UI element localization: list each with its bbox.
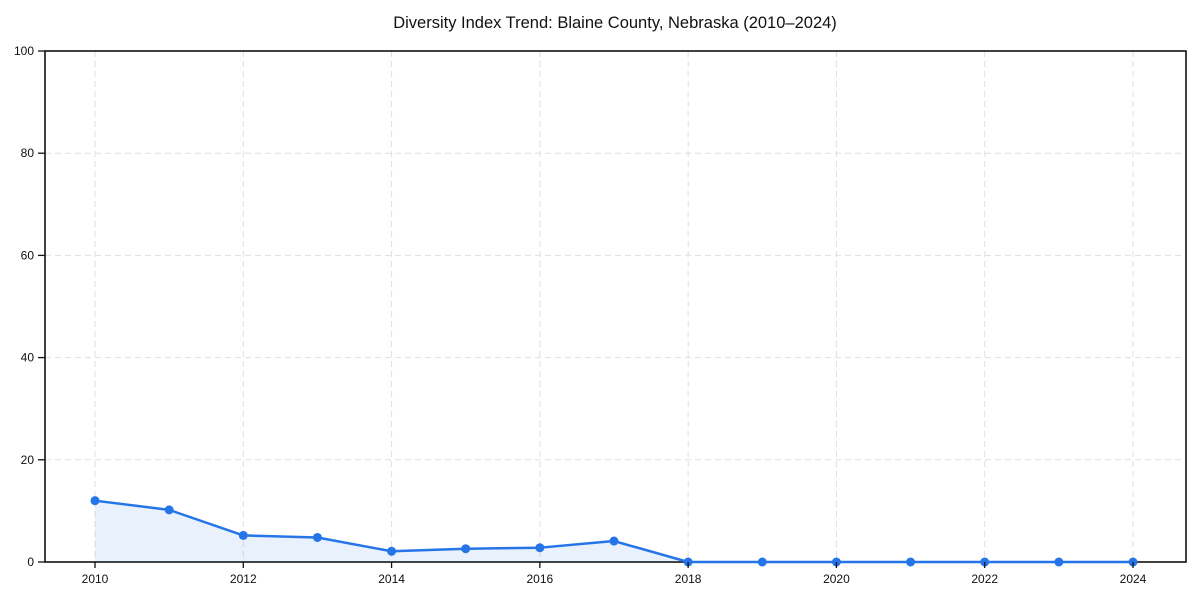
data-point-marker: [1054, 557, 1064, 567]
plot-frame: [44, 50, 1187, 563]
data-point-marker: [757, 557, 767, 567]
data-point-marker: [609, 536, 619, 546]
x-axis-tick-label: 2022: [971, 572, 998, 586]
y-axis-tick-label: 20: [21, 453, 35, 467]
y-axis-tick-label: 100: [14, 44, 34, 58]
data-point-marker: [238, 530, 248, 540]
x-axis-tick-label: 2014: [378, 572, 405, 586]
axes-frame-layer: [44, 50, 1187, 563]
y-axis-tick-label: 60: [21, 248, 35, 262]
area-fill: [95, 500, 1133, 562]
x-axis-tick-label: 2020: [823, 572, 850, 586]
x-axis-tick-label: 2016: [527, 572, 554, 586]
y-axis-tick-label: 40: [21, 351, 35, 365]
y-axis-tick-label: 0: [27, 555, 34, 569]
data-point-marker: [535, 543, 545, 553]
data-point-marker: [387, 546, 397, 556]
x-axis-tick-label: 2010: [82, 572, 109, 586]
data-point-marker: [164, 505, 174, 515]
ticks-layer: 2010 2012 2014 2016 2018 2020 2022 2024 0 20 40 60 8…: [14, 44, 1147, 586]
data-point-marker: [90, 496, 100, 506]
x-axis-tick-label: 2024: [1120, 572, 1147, 586]
x-axis-tick-label: 2018: [675, 572, 702, 586]
gridlines-layer: [45, 51, 1186, 562]
x-axis-tick-label: 2012: [230, 572, 257, 586]
data-point-marker: [906, 557, 916, 567]
data-point-marker: [312, 532, 322, 542]
series-layer: [90, 496, 1138, 567]
chart-title: Diversity Index Trend: Blaine County, Ne…: [393, 14, 837, 32]
data-point-marker: [461, 544, 471, 554]
y-axis-tick-label: 80: [21, 146, 35, 160]
